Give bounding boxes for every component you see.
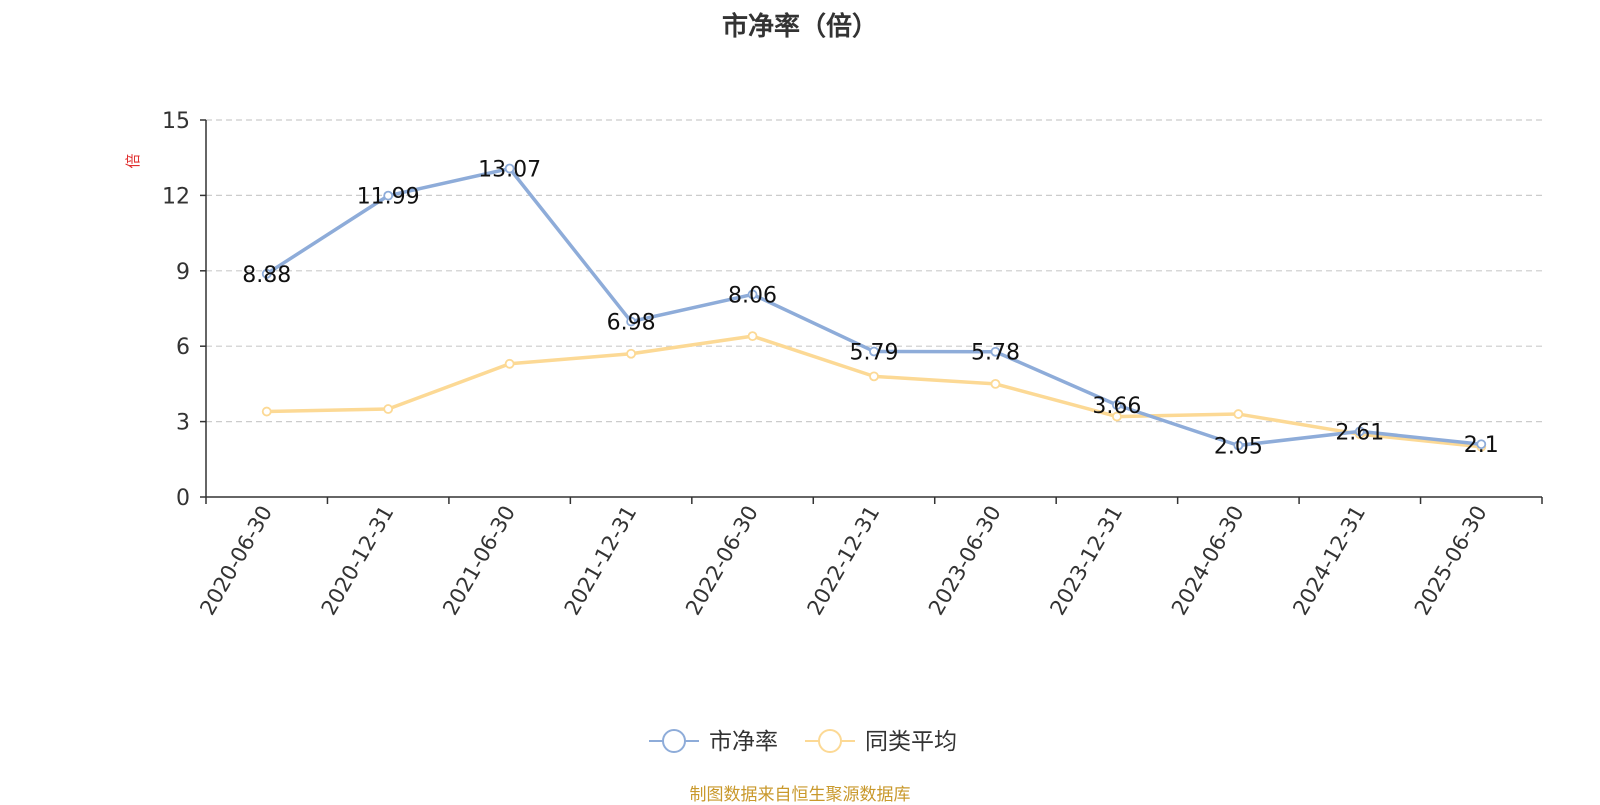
data-point xyxy=(1476,439,1487,450)
legend-marker xyxy=(818,729,842,753)
data-point xyxy=(1112,411,1122,422)
x-tick-label: 2024-06-30 xyxy=(1167,502,1249,620)
data-point xyxy=(626,316,636,327)
y-tick-label: 15 xyxy=(162,109,190,134)
data-label: 6.98 xyxy=(607,311,656,336)
x-tick-label: 2023-12-31 xyxy=(1045,502,1127,620)
data-point xyxy=(869,371,879,382)
y-tick-label: 0 xyxy=(176,486,190,511)
data-point xyxy=(261,406,272,417)
data-point xyxy=(383,404,394,414)
data-point xyxy=(1354,426,1365,437)
y-tick-label: 3 xyxy=(176,411,190,436)
data-label: 2.05 xyxy=(1214,434,1263,459)
legend-label: 同类平均 xyxy=(865,729,957,755)
x-tick-label: 2021-12-31 xyxy=(560,502,642,620)
data-label: 13.07 xyxy=(478,158,541,183)
data-point xyxy=(504,358,515,369)
x-tick-label: 2023-06-30 xyxy=(924,502,1006,620)
data-point xyxy=(1233,409,1244,419)
data-point xyxy=(383,190,394,201)
data-point xyxy=(747,331,758,342)
series-line-1 xyxy=(265,166,1482,448)
data-label: 5.78 xyxy=(971,341,1020,366)
x-tick-label: 2024-12-31 xyxy=(1288,502,1370,620)
y-tick-label: 12 xyxy=(162,184,190,209)
data-point xyxy=(504,163,515,174)
data-label: 2.1 xyxy=(1464,433,1499,458)
data-point xyxy=(1233,440,1244,451)
x-tick-label: 2021-06-30 xyxy=(438,502,520,620)
data-point xyxy=(869,346,879,357)
data-label: 2.61 xyxy=(1335,420,1384,445)
data-label: 5.79 xyxy=(850,340,899,365)
data-point xyxy=(626,348,636,359)
data-point xyxy=(990,346,1001,357)
y-unit-label: 倍 xyxy=(124,153,142,168)
data-label: 8.88 xyxy=(242,263,291,288)
data-point xyxy=(747,289,758,300)
data-point xyxy=(1112,400,1122,410)
source-note: 制图数据来自恒生聚源数据库 xyxy=(689,785,911,805)
x-tick-label: 2020-12-31 xyxy=(317,502,399,620)
data-label: 3.66 xyxy=(1092,394,1141,419)
legend-marker xyxy=(662,729,686,753)
y-tick-label: 9 xyxy=(176,260,190,285)
legend-label: 市净率 xyxy=(709,729,778,755)
x-tick-label: 2025-06-30 xyxy=(1410,502,1492,620)
data-point xyxy=(990,378,1001,389)
chart-title: 市净率（倍） xyxy=(721,12,878,42)
data-label: 11.99 xyxy=(357,185,420,210)
x-tick-label: 2020-06-30 xyxy=(195,502,277,620)
x-tick-label: 2022-06-30 xyxy=(681,502,763,620)
data-label: 8.06 xyxy=(728,283,777,308)
y-tick-label: 6 xyxy=(176,335,190,360)
x-tick-label: 2022-12-31 xyxy=(803,502,885,620)
data-point xyxy=(261,268,272,279)
